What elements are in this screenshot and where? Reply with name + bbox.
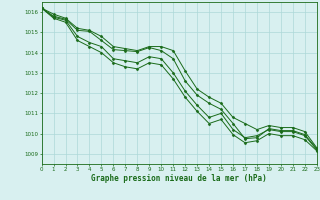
- X-axis label: Graphe pression niveau de la mer (hPa): Graphe pression niveau de la mer (hPa): [91, 174, 267, 183]
